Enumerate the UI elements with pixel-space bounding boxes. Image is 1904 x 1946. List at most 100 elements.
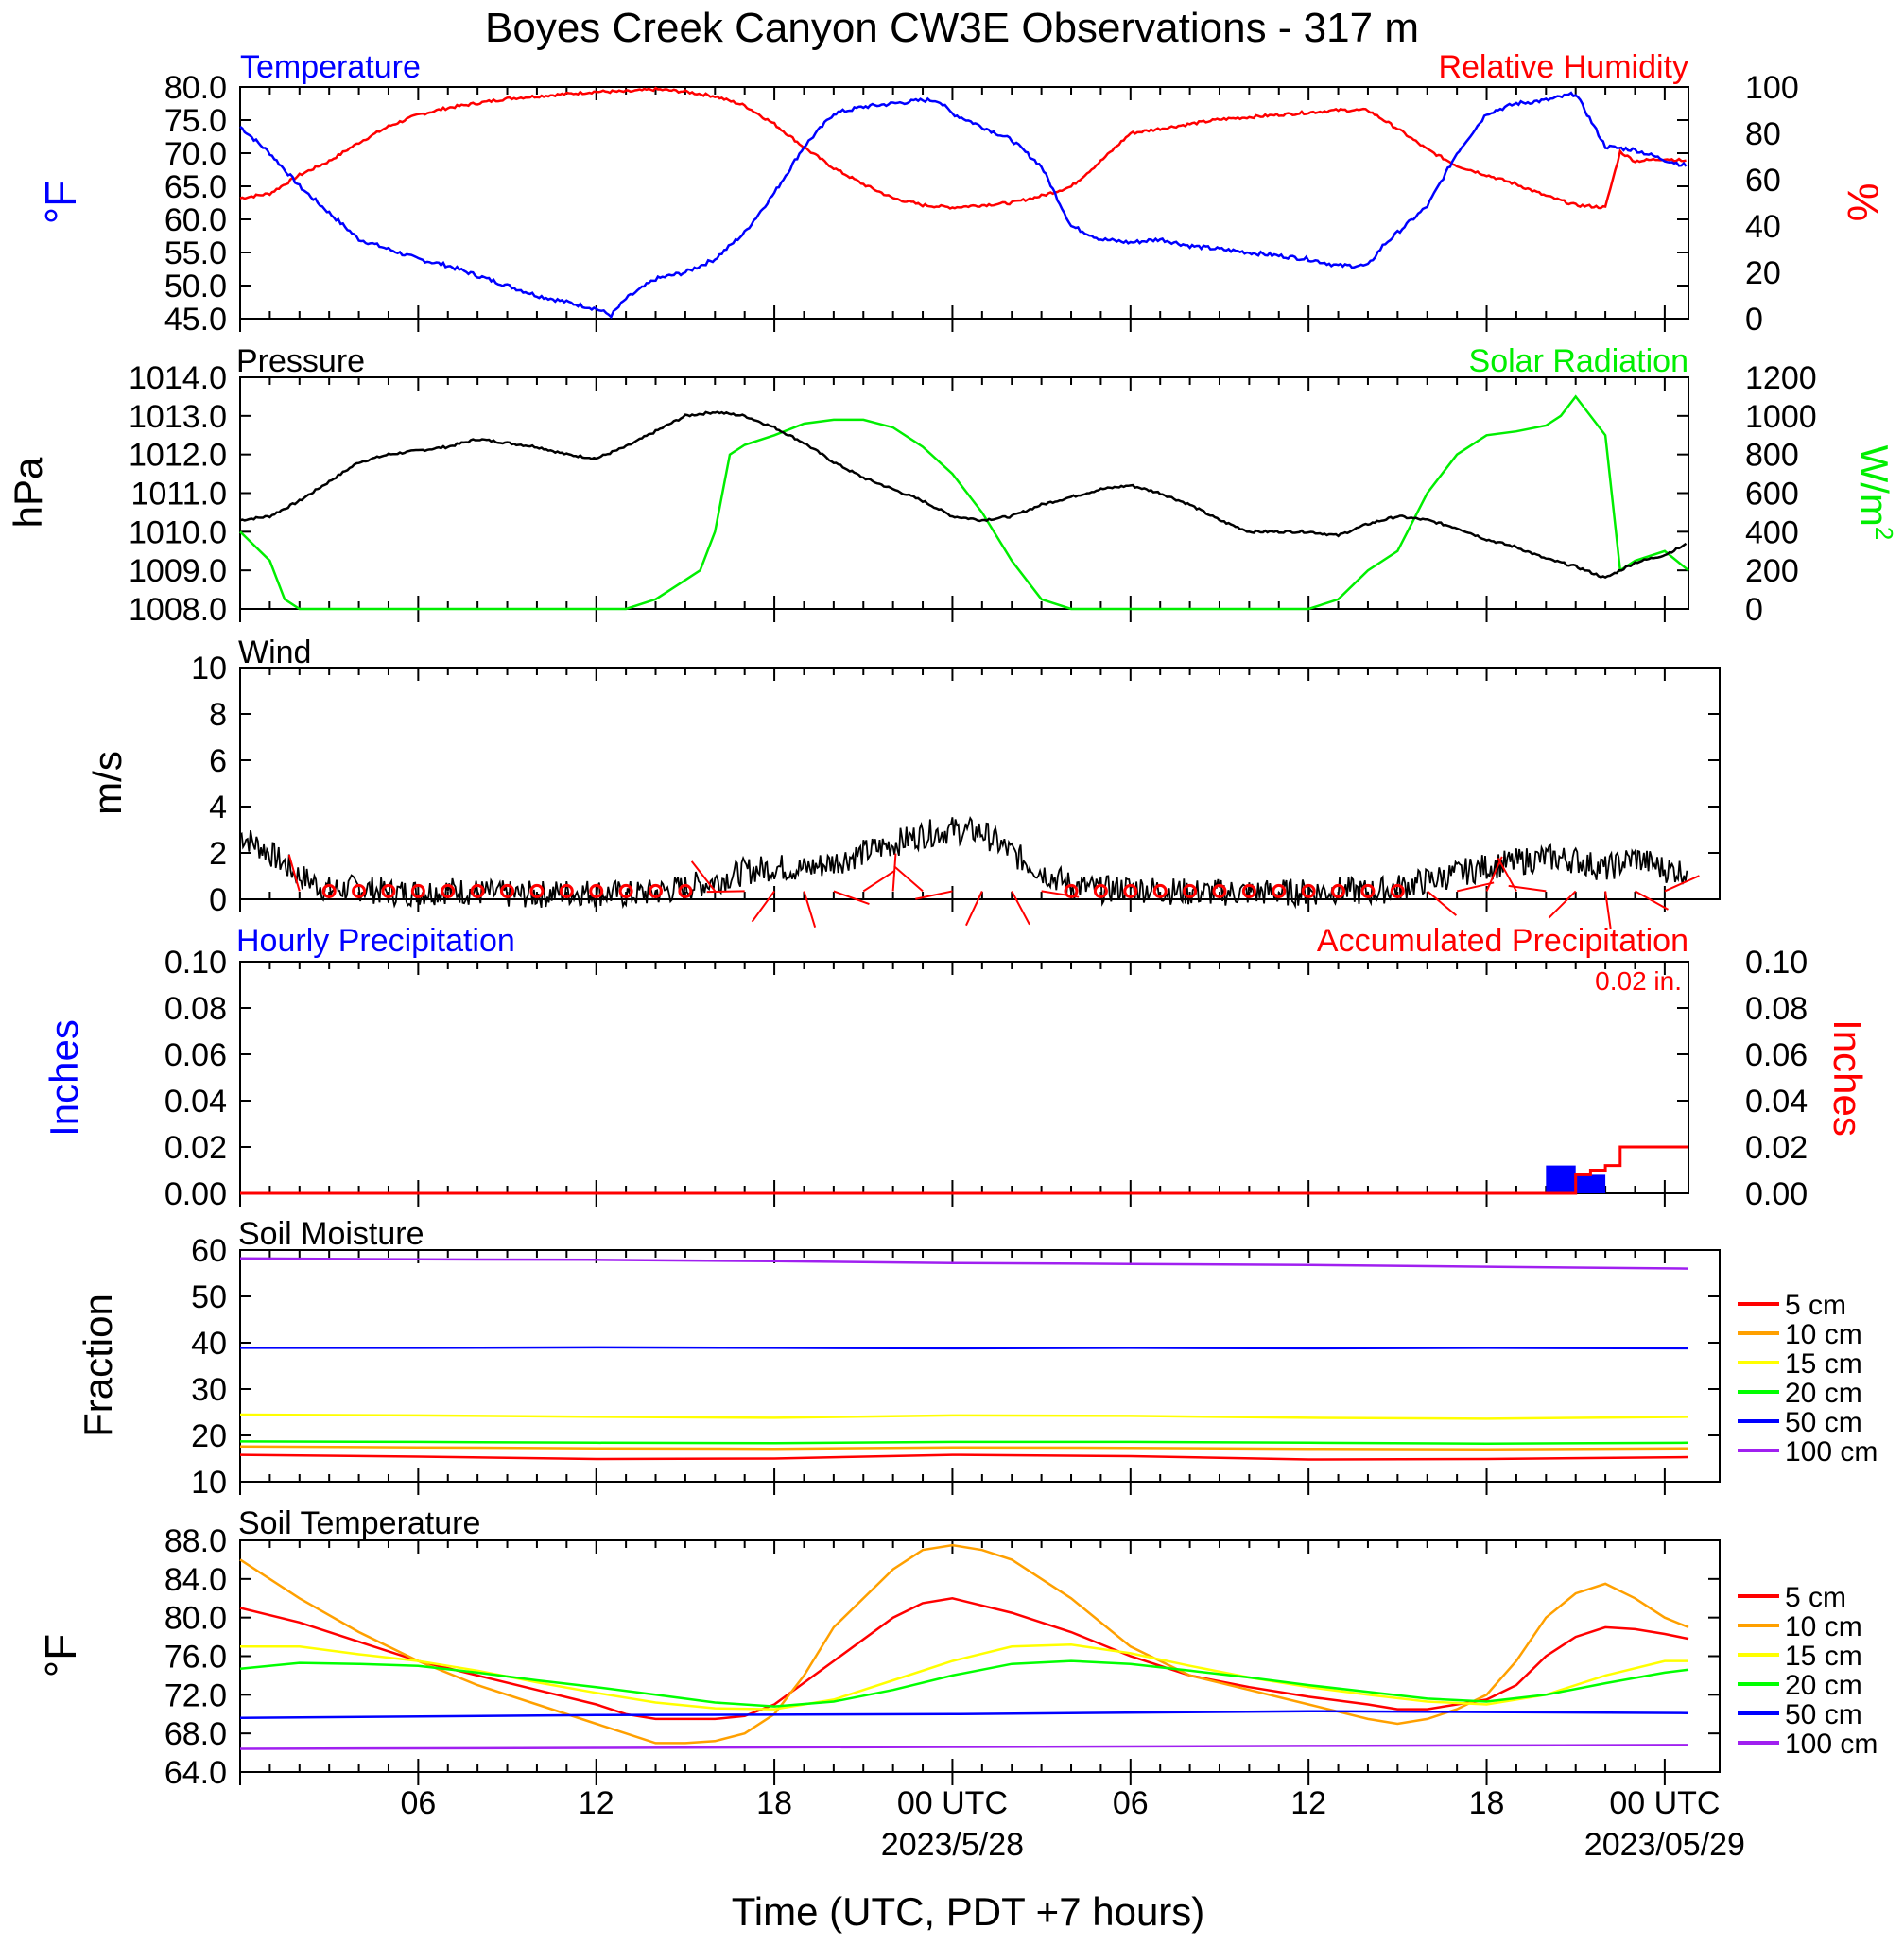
y-tick-label: 0.08: [1745, 991, 1808, 1027]
x-tick-label: 00 UTC: [1609, 1785, 1720, 1821]
x-tick-label: 18: [756, 1785, 792, 1821]
x-axis-label: Time (UTC, PDT +7 hours): [732, 1889, 1205, 1934]
soil-temp-unit: °F: [36, 1634, 85, 1678]
humidity-line: [239, 86, 1687, 210]
pressure-unit: hPa: [6, 457, 50, 528]
legend-label: 10 cm: [1785, 1319, 1862, 1350]
y-tick-label: 1013.0: [129, 399, 227, 435]
temperature-unit: °F: [36, 181, 85, 225]
y-tick-label: 0.04: [164, 1084, 227, 1120]
wind-barb: [965, 891, 983, 927]
wind-calm-circle: [500, 883, 515, 898]
wind-calm-circle: [1360, 883, 1376, 898]
wind-barb: [893, 865, 924, 893]
soil-moisture-line: [239, 1413, 1689, 1420]
wind-calm-circle: [321, 883, 337, 898]
panel-frame: [239, 667, 1721, 900]
wind-barb: [891, 853, 897, 892]
legend-label: 10 cm: [1785, 1611, 1862, 1642]
y-tick-label: 800: [1745, 438, 1799, 474]
y-tick-label: 0: [1745, 302, 1763, 338]
wind-calm-circle: [1064, 883, 1079, 898]
wind-barb: [1664, 875, 1700, 893]
wind-calm-circle: [1093, 883, 1108, 898]
y-tick-label: 88.0: [164, 1523, 227, 1559]
wind-barb: [751, 890, 775, 923]
y-tick-label: 0.02: [1745, 1130, 1808, 1166]
wind-title: Wind: [238, 634, 311, 670]
x-tick-label: 12: [579, 1785, 614, 1821]
x-ticks: [239, 962, 1666, 1207]
soil-moisture-line: [239, 1453, 1689, 1461]
accum-precip-axis: 0.10 0.08 0.06 0.04 0.02 0.00: [1745, 945, 1808, 1212]
soil-moisture-line: [239, 1257, 1689, 1270]
panel-frame: [239, 1539, 1721, 1773]
legend-label: 100 cm: [1785, 1436, 1878, 1468]
wind-calm-circle: [441, 883, 456, 898]
panel-wind: Wind m/s 10 8 6 4 2 0: [85, 634, 1721, 930]
soil-moisture-unit: Fraction: [76, 1294, 120, 1437]
y-tick-label: 30: [191, 1372, 227, 1408]
x-tick-label: 00 UTC: [897, 1785, 1008, 1821]
y-tick-label: 68.0: [164, 1716, 227, 1752]
y-tick-label: 70.0: [164, 136, 227, 172]
humidity-unit: %: [1839, 183, 1888, 222]
soil-moisture-title: Soil Moisture: [238, 1216, 424, 1252]
legend-label: 20 cm: [1785, 1670, 1862, 1701]
legend-label: 100 cm: [1785, 1729, 1878, 1760]
pressure-axis: 1014.01013.01012.01011.01010.01009.01008…: [129, 360, 1688, 628]
hourly-precip-bars: [1546, 1165, 1606, 1193]
y-tick-label: 60: [1745, 163, 1781, 199]
wind-calm-circle: [470, 883, 485, 898]
y-tick-label: 1011.0: [131, 477, 227, 513]
y-tick-label: 2: [209, 836, 227, 872]
y-tick-label: 40: [1745, 209, 1781, 245]
legend-label: 50 cm: [1785, 1699, 1862, 1730]
x-ticks: [239, 1540, 1666, 1785]
soil-moisture-lines: [239, 1257, 1689, 1461]
y-tick-label: 0.04: [1745, 1084, 1808, 1120]
wind-calm-circle: [1123, 883, 1138, 898]
y-tick-label: 40: [191, 1326, 227, 1362]
y-tick-label: 600: [1745, 477, 1799, 513]
panel-soil-temperature: Soil Temperature °F 88.084.080.076.072.0…: [36, 1505, 1878, 1863]
solar-unit: W/m2: [1852, 445, 1898, 541]
legend-label: 5 cm: [1785, 1582, 1846, 1613]
wind-barb: [1548, 890, 1577, 919]
temperature-title: Temperature: [240, 49, 421, 85]
wind-calm-circle: [1152, 883, 1168, 898]
soil-temp-line: [240, 1643, 1688, 1711]
y-tick-label: 0.02: [164, 1130, 227, 1166]
wind-calm-circle: [559, 883, 574, 898]
wind-calm-circle: [352, 883, 367, 898]
y-tick-label: 50.0: [164, 269, 227, 304]
wind-calm-circle: [678, 883, 693, 898]
y-tick-label: 1008.0: [129, 592, 227, 628]
y-tick-label: 0.10: [1745, 945, 1808, 981]
wind-calm-circle: [1241, 883, 1256, 898]
wind-calm-circle: [381, 883, 396, 898]
wind-barb: [690, 860, 717, 893]
legend-label: 5 cm: [1785, 1290, 1846, 1321]
y-tick-label: 10: [191, 651, 227, 686]
soil-moisture-line: [239, 1445, 1689, 1451]
precip-bar: [1575, 1174, 1606, 1193]
panel-pressure-solar: Pressure Solar Radiation hPa W/m2 1014.0…: [6, 343, 1898, 628]
hourly-precip-unit: Inches: [42, 1019, 86, 1137]
humidity-axis: 100 80 60 40 20 0: [1745, 70, 1799, 338]
wind-barb: [1456, 881, 1495, 893]
y-tick-label: 1014.0: [129, 360, 227, 396]
wind-speed-line: [239, 816, 1688, 910]
y-tick-label: 0.06: [1745, 1037, 1808, 1073]
wind-calm-circle: [618, 883, 633, 898]
y-tick-label: 400: [1745, 514, 1799, 550]
x-tick-labels: 06 12 18 00 UTC 2023/5/28 06 12 18 00 UTC 2023/05…: [400, 1785, 1745, 1863]
y-tick-label: 75.0: [164, 103, 227, 139]
y-tick-label: 1200: [1745, 360, 1817, 396]
y-tick-label: 4: [209, 790, 227, 825]
y-tick-label: 0: [209, 882, 227, 918]
y-tick-label: 6: [209, 743, 227, 779]
